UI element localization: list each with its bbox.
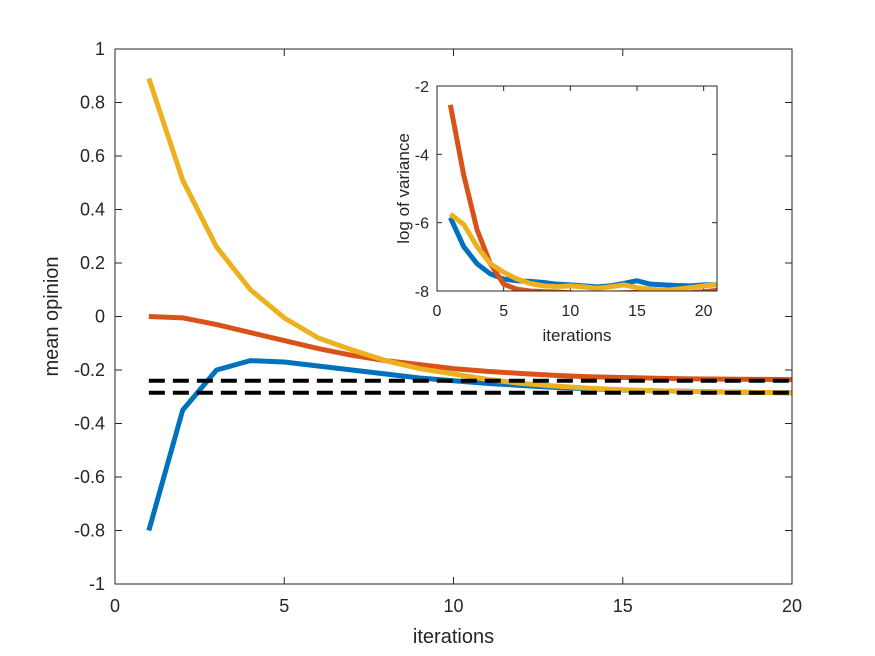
main-x-axis-label: iterations <box>413 626 494 648</box>
inset-x-tick-label: 20 <box>695 303 713 320</box>
main-axes-frame <box>114 48 793 585</box>
main-y-tick-label: -0.8 <box>74 521 105 541</box>
inset-x-tick-label: 10 <box>561 303 579 320</box>
inset-y-tick-label: -4 <box>415 147 429 164</box>
main-x-tick-label: 5 <box>279 596 289 616</box>
main-y-tick-label: 0 <box>95 307 105 327</box>
main-x-tick-label: 15 <box>613 596 633 616</box>
inset-tick-labels: 0 5 10 15 20 -8 -6 -4 -2 <box>415 79 713 320</box>
inset-series-yellow <box>448 212 717 291</box>
inset-x-tick-label: 15 <box>628 303 646 320</box>
inset-axes-frame <box>436 85 718 292</box>
inset-y-tick-label: -8 <box>415 284 429 301</box>
main-x-tick-label: 10 <box>443 596 463 616</box>
main-y-tick-label: -0.4 <box>74 414 105 434</box>
inset-axes: 0 5 10 15 20 -8 -6 -4 -2 iterations log of varia… <box>394 79 718 345</box>
main-y-tick-label: -0.6 <box>74 467 105 487</box>
main-y-tick-label: 1 <box>95 39 105 59</box>
inset-y-tick-label: -2 <box>415 79 429 96</box>
main-axes: 0 5 10 15 20-1-0.8-0.6-0.4-0.200.20.40.60.81… <box>41 39 802 648</box>
inset-y-tick-label: -6 <box>415 216 429 233</box>
main-y-tick-label: -0.2 <box>74 360 105 380</box>
main-y-axis-label: mean opinion <box>41 256 63 376</box>
main-tick-labels: 0 5 10 15 20 -1 -0.8 -0.6 -0.4 -0.2 0 0.2 0.4 0.6 0.8 1 <box>74 39 802 616</box>
main-y-tick-label: 0.8 <box>80 93 105 113</box>
main-y-tick-label: 0.4 <box>80 200 105 220</box>
inset-x-axis-label: iterations <box>543 326 612 345</box>
main-series-group <box>146 77 792 532</box>
main-x-tick-label: 0 <box>110 596 120 616</box>
main-y-tick-label: 0.2 <box>80 253 105 273</box>
inset-background <box>437 86 717 291</box>
inset-x-tick-label: 0 <box>433 303 442 320</box>
inset-series-group <box>447 104 717 291</box>
inset-x-tick-label: 5 <box>499 303 508 320</box>
inset-y-axis-label: log of variance <box>394 133 413 244</box>
main-x-tick-label: 20 <box>782 596 802 616</box>
inset-series-red <box>447 104 717 291</box>
main-y-tick-label: -1 <box>89 574 105 594</box>
main-y-tick-label: 0.6 <box>80 146 105 166</box>
